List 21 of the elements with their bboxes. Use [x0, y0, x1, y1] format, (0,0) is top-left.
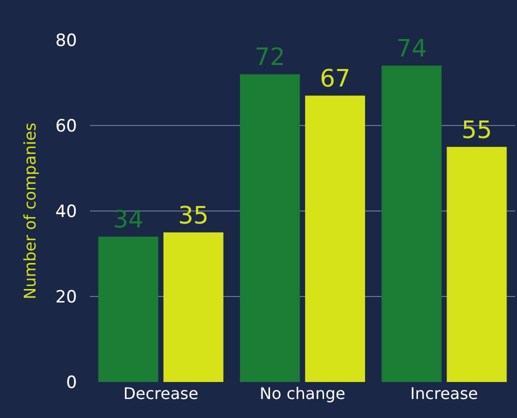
- bar: [446, 146, 507, 382]
- x-tick-label: Increase: [410, 384, 478, 403]
- y-tick-label: 40: [55, 202, 77, 222]
- data-label: 72: [254, 43, 286, 72]
- data-label: 35: [178, 201, 209, 230]
- data-label: 74: [396, 34, 427, 63]
- bar: [382, 66, 442, 382]
- bar: [163, 232, 224, 382]
- data-label: 67: [320, 64, 350, 93]
- x-tick-label: Decrease: [123, 384, 198, 403]
- y-tick-label: 20: [55, 287, 77, 308]
- bar: [98, 236, 158, 382]
- y-axis-title: Number of companies: [20, 122, 40, 300]
- y-tick-label: 60: [55, 116, 77, 136]
- y-tick-label: 80: [55, 30, 77, 51]
- data-label: 34: [112, 206, 144, 234]
- bar: [305, 96, 366, 382]
- x-tick-label: No change: [260, 384, 346, 403]
- bar: [240, 74, 300, 382]
- data-label: 55: [461, 116, 492, 144]
- y-tick-label: 0: [66, 372, 77, 393]
